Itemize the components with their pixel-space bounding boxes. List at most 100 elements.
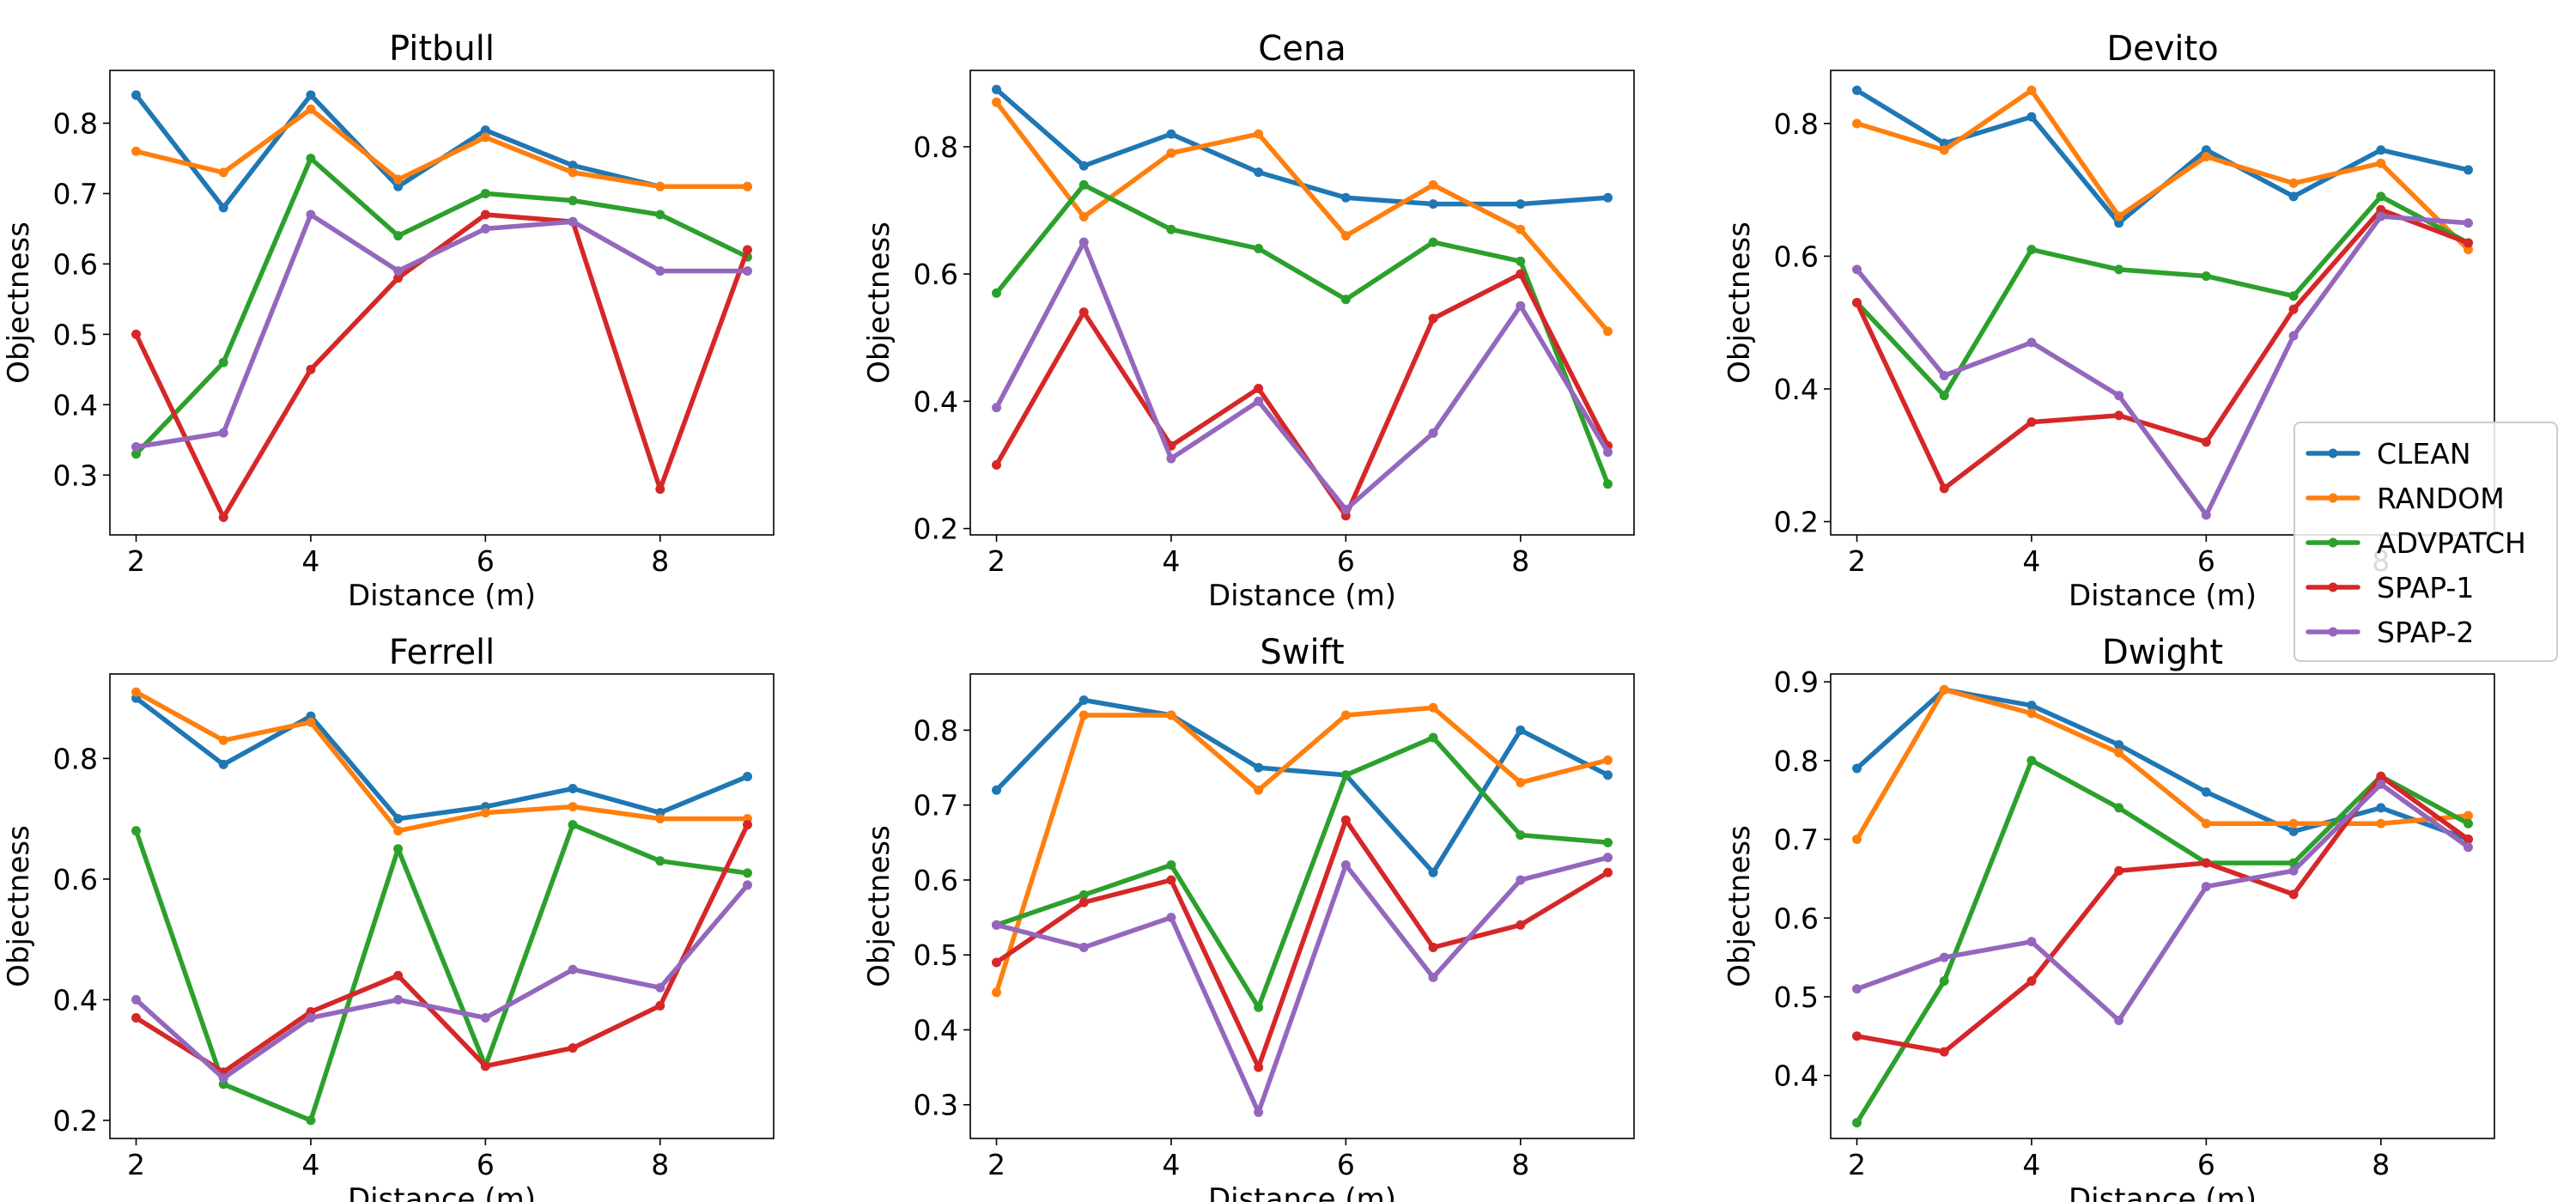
ferrell-point-spap-2 (393, 994, 404, 1005)
swift-point-random (1166, 710, 1176, 720)
cena-title: Cena (1258, 29, 1346, 69)
dwight-point-random (2288, 818, 2299, 829)
swift-point-random (1428, 702, 1438, 713)
pitbull-point-spap-2 (480, 223, 490, 234)
cena-point-random (992, 97, 1002, 107)
devito-ytick-label: 0.8 (1774, 107, 1819, 141)
legend-marker-advpatch (2328, 537, 2338, 548)
swift-point-random (1340, 710, 1351, 720)
legend-label-advpatch: ADVPATCH (2377, 526, 2526, 560)
swift-line-spap-2 (993, 855, 1611, 1115)
swift-point-advpatch (1340, 770, 1351, 780)
cena-series-random (992, 97, 1613, 337)
dwight-line-advpatch (1854, 758, 2471, 1126)
pitbull-point-spap-2 (306, 209, 316, 220)
swift-series-spap-2 (992, 853, 1613, 1117)
ferrell-y-axis-label: Objectness (2, 825, 36, 987)
dwight-point-spap-1 (1852, 1031, 1862, 1041)
dwight-point-advpatch (2114, 803, 2124, 813)
ferrell-point-clean (568, 783, 578, 793)
cena-point-advpatch (1516, 256, 1526, 266)
pitbull-axes-frame (109, 70, 775, 536)
ferrell-point-spap-2 (655, 982, 665, 993)
swift-point-clean (1602, 770, 1613, 780)
dwight-point-random (2114, 748, 2124, 758)
devito-point-random (2463, 245, 2473, 255)
pitbull-point-spap-2 (218, 428, 228, 438)
swift-xtick-label: 2 (987, 1148, 1005, 1181)
legend-marker-clean (2328, 448, 2338, 458)
swift-point-spap-2 (1516, 875, 1526, 885)
dwight-ytick-label: 0.7 (1774, 823, 1819, 857)
pitbull-point-advpatch (480, 188, 490, 198)
legend-marker-random (2328, 493, 2338, 503)
pitbull-line-spap-2 (133, 212, 750, 450)
devito-point-clean (2463, 165, 2473, 175)
cena-point-spap-2 (1516, 300, 1526, 311)
cena-xtick-label: 2 (987, 544, 1005, 578)
dwight-point-spap-2 (2463, 842, 2473, 853)
cena-point-random (1602, 326, 1613, 337)
cena-xtick-label: 4 (1162, 544, 1180, 578)
devito-point-clean (2114, 218, 2124, 228)
cena-point-spap-1 (1078, 307, 1089, 318)
dwight-y-axis-label: Objectness (1722, 825, 1757, 987)
dwight-point-random (2026, 708, 2037, 719)
cena-series-clean (992, 84, 1613, 209)
swift-point-spap-1 (1166, 875, 1176, 885)
dwight-point-random (2376, 818, 2386, 829)
pitbull-point-spap-1 (218, 513, 228, 523)
ferrell-ytick-label: 0.2 (53, 1104, 98, 1138)
cena-ytick-label: 0.2 (914, 513, 958, 546)
pitbull-point-spap-2 (393, 266, 404, 276)
ferrell-series-spap-2 (131, 880, 752, 1084)
devito-point-clean (2201, 145, 2211, 155)
ferrell-point-spap-1 (742, 820, 752, 830)
legend-box (2293, 422, 2558, 662)
swift-point-spap-2 (992, 920, 1002, 930)
dwight-point-random (2201, 818, 2211, 829)
pitbull-xtick-label: 2 (127, 544, 145, 578)
pitbull-ytick-label: 0.8 (53, 106, 98, 140)
dwight-point-spap-1 (2376, 771, 2386, 781)
swift-point-spap-2 (1166, 913, 1176, 923)
cena-point-clean (1602, 192, 1613, 203)
dwight-point-advpatch (2463, 818, 2473, 829)
dwight-point-spap-1 (2463, 835, 2473, 845)
dwight-series-random (1852, 684, 2473, 845)
pitbull-line-spap-1 (133, 212, 750, 520)
cena-y-axis-label: Objectness (862, 222, 896, 384)
cena-point-spap-2 (1602, 447, 1613, 458)
legend-label-random: RANDOM (2377, 482, 2505, 515)
cena-point-spap-2 (1078, 237, 1089, 247)
cena-point-clean (1166, 129, 1176, 139)
ferrell-point-advpatch (393, 844, 404, 854)
pitbull-point-advpatch (568, 196, 578, 206)
ferrell-xtick-label: 6 (477, 1148, 495, 1181)
dwight-xtick-label: 4 (2022, 1148, 2040, 1181)
pitbull-point-spap-2 (742, 266, 752, 276)
devito-point-spap-2 (1939, 371, 1949, 381)
swift-point-random (992, 987, 1002, 998)
ferrell-point-spap-2 (742, 880, 752, 890)
pitbull-ytick-label: 0.6 (53, 247, 98, 281)
pitbull-point-clean (393, 181, 404, 191)
swift-point-random (1254, 785, 1264, 795)
cena-point-spap-1 (992, 459, 1002, 470)
pitbull-point-spap-1 (655, 484, 665, 495)
dwight-title: Dwight (2102, 633, 2223, 672)
ferrell-point-random (131, 687, 142, 697)
dwight-point-clean (2288, 826, 2299, 836)
pitbull-point-spap-1 (306, 364, 316, 374)
pitbull-y-axis-label: Objectness (2, 222, 36, 384)
ferrell-point-advpatch (131, 826, 142, 836)
swift-point-advpatch (1166, 860, 1176, 871)
pitbull-series-clean (131, 90, 752, 213)
devito-point-clean (2026, 112, 2037, 122)
pitbull-point-random (655, 181, 665, 191)
pitbull-xtick-label: 4 (301, 544, 319, 578)
pitbull-point-advpatch (218, 357, 228, 367)
ferrell-series-clean (131, 693, 752, 824)
pitbull-point-random (218, 167, 228, 178)
ferrell-ytick-label: 0.8 (53, 742, 98, 775)
